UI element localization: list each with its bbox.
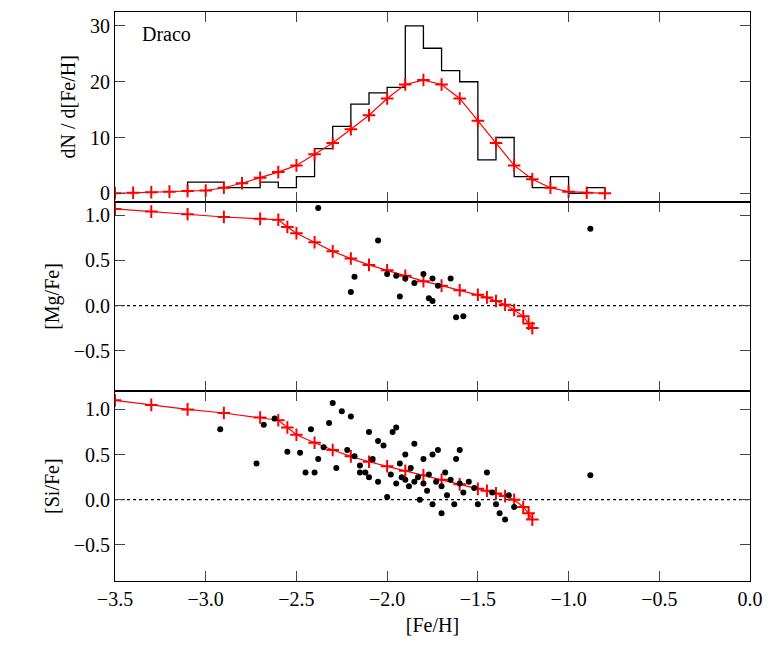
svg-text:0: 0 [100, 182, 110, 204]
svg-text:[Mg/Fe]: [Mg/Fe] [41, 263, 64, 330]
svg-text:1.0: 1.0 [85, 398, 110, 420]
svg-text:30: 30 [90, 15, 110, 37]
svg-text:0.0: 0.0 [85, 295, 110, 317]
svg-text:dN / d[Fe/H]: dN / d[Fe/H] [58, 55, 80, 158]
svg-text:0.5: 0.5 [85, 249, 110, 271]
svg-text:20: 20 [90, 71, 110, 93]
svg-text:−1.5: −1.5 [460, 588, 496, 610]
svg-text:−3.5: −3.5 [97, 588, 133, 610]
svg-text:−0.5: −0.5 [74, 340, 110, 362]
svg-text:0.5: 0.5 [85, 444, 110, 466]
svg-text:0.0: 0.0 [85, 489, 110, 511]
svg-text:−0.5: −0.5 [641, 588, 677, 610]
svg-text:−1.0: −1.0 [550, 588, 586, 610]
svg-text:[Fe/H]: [Fe/H] [406, 614, 459, 636]
svg-text:[Si/Fe]: [Si/Fe] [41, 458, 63, 514]
svg-text:10: 10 [90, 127, 110, 149]
svg-text:1.0: 1.0 [85, 204, 110, 226]
svg-text:0.0: 0.0 [738, 588, 763, 610]
svg-text:Draco: Draco [142, 23, 191, 45]
svg-text:−3.0: −3.0 [188, 588, 224, 610]
svg-text:−2.5: −2.5 [278, 588, 314, 610]
svg-text:−0.5: −0.5 [74, 534, 110, 556]
svg-text:−2.0: −2.0 [369, 588, 405, 610]
